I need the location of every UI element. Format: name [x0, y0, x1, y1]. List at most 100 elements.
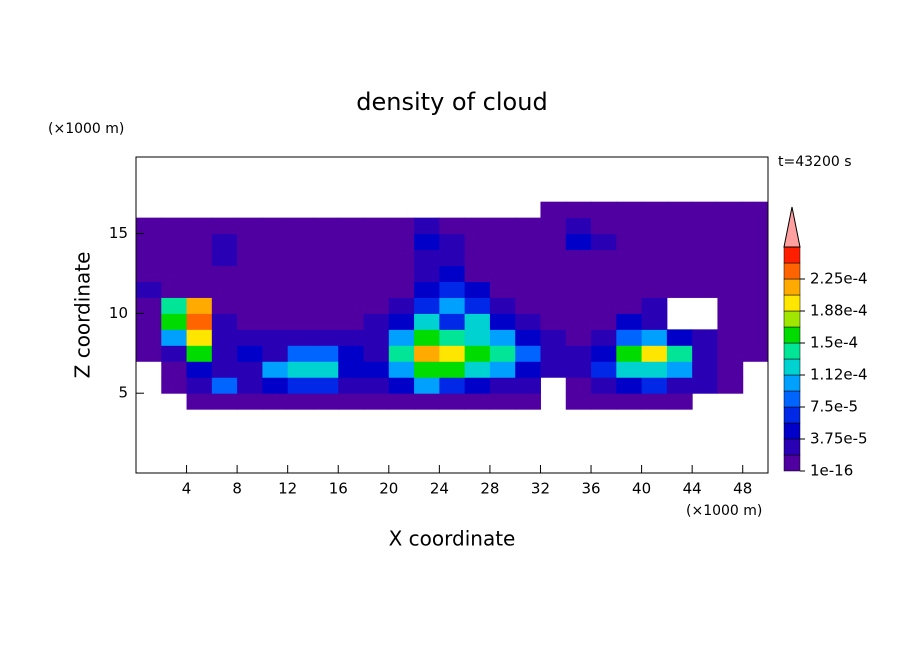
contour-cell [388, 329, 415, 346]
contour-cell [136, 217, 162, 235]
contour-cell [540, 313, 567, 330]
contour-cell [287, 313, 314, 330]
contour-cell [666, 377, 693, 394]
contour-cell [515, 217, 541, 235]
contour-cell [262, 361, 289, 378]
contour-cell [489, 313, 516, 330]
contour-cell [388, 281, 415, 298]
contour-cell [489, 329, 516, 346]
contour-cell [666, 265, 693, 282]
contour-cell [464, 233, 491, 251]
contour-cell [388, 377, 415, 394]
contour-cell [262, 345, 289, 362]
contour-cell [388, 233, 415, 251]
contour-cell [540, 297, 567, 314]
contour-cell [439, 217, 466, 235]
contour-cell [565, 361, 592, 378]
contour-cell [262, 393, 289, 410]
contour-cell [237, 233, 263, 251]
contour-cell [287, 297, 314, 314]
colorbar-band [783, 374, 801, 392]
contour-cell [237, 345, 263, 362]
contour-cell [616, 233, 643, 251]
contour-cell [186, 233, 213, 251]
contour-cell [414, 249, 440, 267]
contour-cell [717, 281, 744, 298]
contour-cell [136, 265, 162, 282]
contour-cell [262, 217, 289, 235]
contour-cell [136, 329, 162, 346]
contour-cell [616, 361, 643, 378]
contour-cell [692, 329, 718, 346]
contour-cell [692, 201, 718, 219]
contour-cell [186, 313, 213, 330]
contour-cell [565, 329, 592, 346]
contour-cell [591, 361, 617, 378]
contour-cell [565, 265, 592, 282]
contour-cell [742, 329, 769, 346]
contour-cell [717, 233, 744, 251]
contour-cell [591, 265, 617, 282]
contour-cell [414, 297, 440, 314]
contour-cell [540, 345, 567, 362]
contour-cell [414, 233, 440, 251]
contour-cell [515, 297, 541, 314]
contour-cell [262, 249, 289, 267]
contour-cell [237, 313, 263, 330]
contour-cell [161, 329, 188, 346]
contour-cell [565, 313, 592, 330]
contour-cell [186, 377, 213, 394]
contour-cell [692, 249, 718, 267]
contour-cell [591, 345, 617, 362]
colorbar-band [783, 294, 801, 312]
contour-cell [565, 345, 592, 362]
colorbar-band [783, 422, 801, 440]
x-tick-label: 36 [581, 480, 600, 498]
contour-cell [515, 393, 541, 410]
contour-cell [363, 281, 390, 298]
contour-cell [338, 281, 365, 298]
x-tick-label: 20 [379, 480, 398, 498]
contour-cell [363, 361, 390, 378]
contour-cell [616, 313, 643, 330]
contour-cell [439, 377, 466, 394]
contour-cell [515, 313, 541, 330]
contour-cell [237, 249, 263, 267]
contour-cell [363, 329, 390, 346]
contour-cell [312, 233, 339, 251]
contour-cell [211, 249, 238, 267]
contour-cell [312, 217, 339, 235]
contour-cell [414, 217, 440, 235]
contour-cell [312, 281, 339, 298]
colorbar-band [783, 278, 801, 296]
x-tick-label: 28 [480, 480, 499, 498]
contour-cell [211, 233, 238, 251]
contour-cell [287, 233, 314, 251]
colorbar-extend [783, 206, 801, 248]
contour-cell [312, 393, 339, 410]
contour-cell [591, 377, 617, 394]
contour-cell [262, 313, 289, 330]
colorbar-tick-label: 1.5e-4 [810, 334, 858, 352]
contour-cell [287, 281, 314, 298]
contour-cell [489, 297, 516, 314]
contour-cell [312, 249, 339, 267]
contour-cell [414, 313, 440, 330]
colorbar-tick-label: 1.12e-4 [810, 366, 868, 384]
contour-cell [161, 313, 188, 330]
contour-cell [666, 393, 693, 410]
contour-cell [161, 345, 188, 362]
contour-cell [641, 265, 668, 282]
contour-cell [312, 265, 339, 282]
x-tick-label: 4 [182, 480, 192, 498]
contour-cell [540, 249, 567, 267]
contour-cell [591, 233, 617, 251]
contour-cell [717, 201, 744, 219]
contour-cell [363, 249, 390, 267]
colorbar-tick-label: 3.75e-5 [810, 430, 868, 448]
contour-cell [641, 329, 668, 346]
contour-cell [515, 377, 541, 394]
contour-cell [616, 249, 643, 267]
contour-cell [464, 377, 491, 394]
